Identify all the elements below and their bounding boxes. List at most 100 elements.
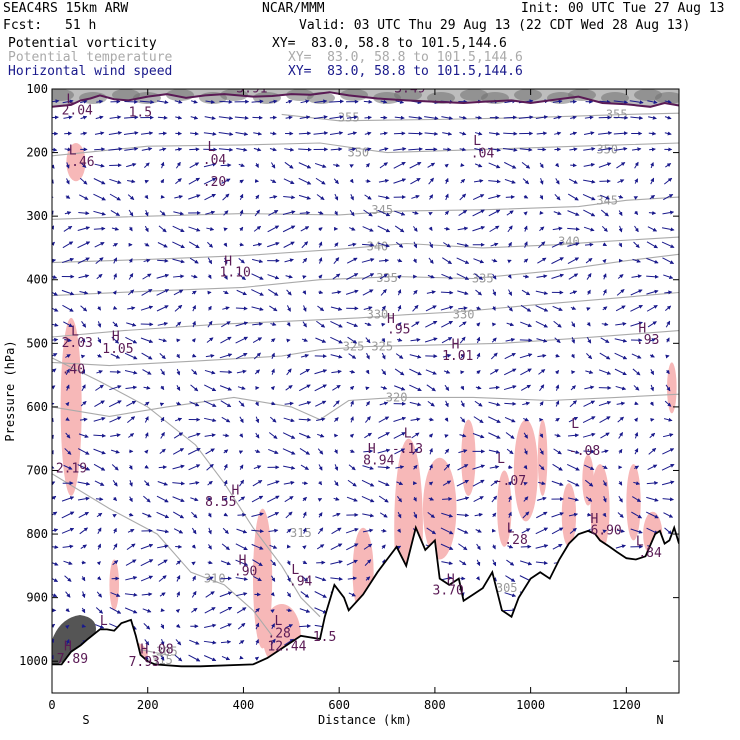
wind-vector: [129, 210, 133, 216]
extremum-value: 1.5: [313, 630, 336, 645]
wind-vector: [617, 289, 624, 295]
wind-vector: [237, 371, 246, 373]
wind-vector: [457, 514, 469, 515]
wind-vector: [113, 322, 118, 327]
wind-vector: [268, 210, 277, 215]
wind-vector: [285, 403, 294, 404]
wind-vector: [441, 292, 453, 293]
wind-vector: [367, 388, 369, 389]
wind-vector: [429, 419, 433, 420]
wind-vector: [319, 275, 322, 278]
wind-vector: [130, 227, 132, 231]
wind-vector: [109, 133, 122, 135]
wind-vector: [348, 244, 356, 246]
wind-vector: [412, 322, 420, 327]
wind-vector: [520, 561, 531, 565]
wind-vector: [93, 435, 105, 436]
wind-vector: [304, 512, 306, 518]
wind-vector: [334, 258, 339, 264]
wind-vector: [445, 385, 449, 390]
wind-vector: [428, 163, 435, 167]
wind-vector: [160, 593, 165, 596]
wind-vector: [332, 292, 341, 294]
wind-vector: [98, 562, 100, 564]
wind-vector: [412, 433, 419, 438]
wind-vector: [204, 656, 216, 661]
wind-vector: [538, 370, 544, 375]
wind-vector: [429, 258, 433, 263]
wind-vector: [522, 162, 530, 168]
extremum-symbol: L: [571, 417, 579, 432]
wind-vector: [302, 242, 308, 248]
wind-vector: [331, 307, 342, 310]
wind-vector: [304, 305, 306, 311]
wind-vector: [346, 529, 358, 533]
wind-vector: [346, 291, 358, 295]
wind-vector: [393, 418, 405, 422]
wind-vector: [124, 133, 138, 135]
wind-vector: [97, 513, 102, 516]
wind-vector: [663, 275, 672, 278]
wind-vector: [457, 529, 467, 534]
wind-vector: [473, 434, 484, 438]
wind-vector: [189, 242, 199, 248]
wind-vector: [145, 466, 148, 468]
wind-vector: [254, 226, 260, 231]
wind-vector: [191, 101, 197, 103]
wind-vector: [113, 480, 117, 486]
wind-vector: [477, 577, 479, 580]
wind-vector: [317, 545, 324, 549]
extremum-value: 2.03: [62, 336, 93, 351]
wind-vector: [220, 337, 231, 343]
wind-vector: [379, 496, 388, 502]
wind-vector: [351, 180, 353, 183]
wind-vector: [283, 433, 295, 439]
wind-vector: [270, 133, 276, 134]
wind-vector: [206, 228, 213, 230]
wind-vector: [490, 370, 498, 375]
wind-vector: [109, 417, 120, 422]
wind-vector: [160, 449, 166, 454]
wind-vector: [174, 196, 182, 198]
wind-vector: [146, 433, 148, 438]
wind-vector: [351, 165, 353, 166]
wind-vector: [284, 482, 294, 484]
wind-vector: [520, 354, 532, 358]
wind-vector: [457, 498, 469, 501]
wind-vector: [224, 464, 227, 470]
wind-vector: [615, 339, 627, 342]
wind-vector: [62, 290, 74, 294]
wind-vector: [506, 433, 514, 439]
wind-vector: [272, 386, 274, 389]
wind-vector: [145, 244, 149, 246]
wind-vector: [241, 210, 243, 216]
wind-vector: [144, 387, 150, 388]
wind-vector: [130, 259, 132, 263]
wind-vector: [159, 226, 166, 232]
wind-vector: [457, 291, 468, 294]
wind-vector: [315, 338, 325, 342]
wind-vector: [83, 591, 85, 597]
wind-vector: [146, 450, 148, 452]
wind-vector: [541, 195, 543, 199]
wind-vector: [330, 133, 343, 135]
wind-vector: [143, 609, 151, 612]
wind-vector: [256, 163, 258, 167]
wind-vector: [489, 133, 499, 134]
wind-vector: [398, 306, 400, 312]
wind-vector: [602, 226, 607, 231]
wind-vector: [287, 369, 292, 375]
wind-vector: [177, 354, 179, 358]
wind-vector: [128, 195, 134, 200]
wind-vector: [130, 465, 132, 469]
wind-vector: [664, 419, 672, 421]
wind-vector: [410, 162, 421, 168]
wind-vector: [446, 418, 448, 421]
wind-vector: [303, 322, 307, 327]
wind-vector: [78, 227, 90, 230]
wind-vector: [190, 163, 199, 168]
wind-vector: [365, 417, 370, 423]
wind-vector: [284, 418, 294, 421]
wind-vector: [220, 592, 232, 596]
wind-vector: [270, 417, 276, 422]
